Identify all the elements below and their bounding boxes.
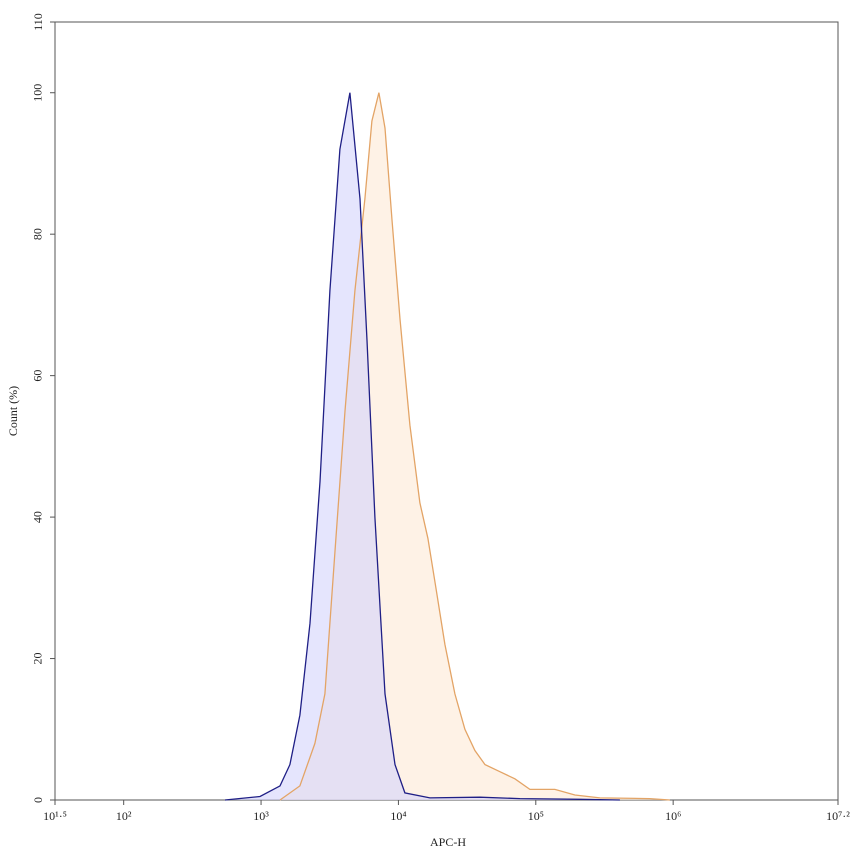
x-tick-label: 10¹·⁵: [43, 809, 67, 823]
y-tick-label: 100: [31, 84, 45, 102]
y-tick-label: 110: [31, 13, 45, 31]
x-tick-label: 10⁴: [390, 809, 406, 823]
y-tick-label: 80: [31, 228, 45, 240]
y-axis-label: Count (%): [6, 386, 20, 436]
y-tick-label: 40: [31, 511, 45, 523]
x-tick-label: 10⁶: [665, 809, 681, 823]
y-tick-label: 20: [31, 653, 45, 665]
x-tick-label: 10⁵: [528, 809, 544, 823]
x-tick-label: 10²: [116, 809, 132, 823]
series-area: [225, 92, 620, 800]
x-axis-label: APC-H: [430, 835, 466, 849]
series-line: [224, 92, 620, 801]
y-tick-label: 60: [31, 370, 45, 382]
x-tick-label: 10⁷·²: [826, 809, 850, 823]
series-line: [279, 92, 670, 801]
x-tick-label: 10³: [253, 809, 269, 823]
y-tick-label: 0: [31, 797, 45, 803]
